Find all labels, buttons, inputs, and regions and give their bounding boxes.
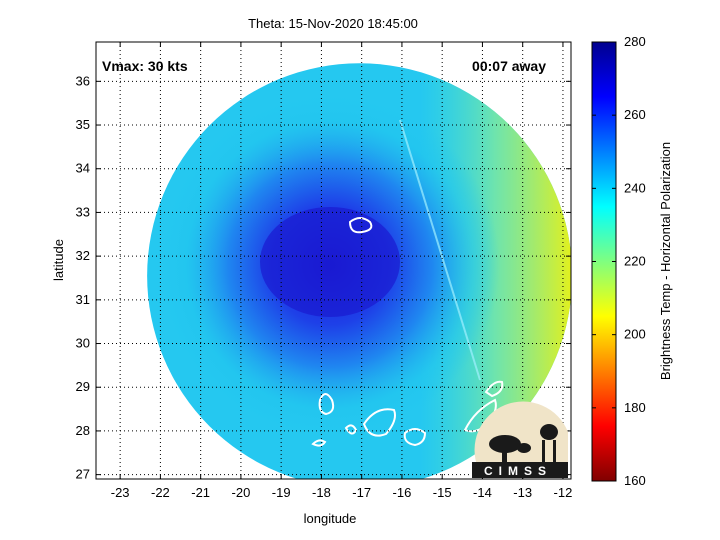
y-axis-label: latitude <box>51 239 66 281</box>
x-tick-label: -17 <box>352 485 371 500</box>
y-tick-label: 27 <box>76 467 90 482</box>
swath-image <box>147 63 571 479</box>
vmax-annotation: Vmax: 30 kts <box>102 58 188 74</box>
y-tick-label: 30 <box>76 336 90 351</box>
colorbar-tick-label: 220 <box>624 254 646 269</box>
y-tick-label: 28 <box>76 423 90 438</box>
y-tick-label: 33 <box>76 204 90 219</box>
x-tick-label: -16 <box>393 485 412 500</box>
colorbar-tick-label: 200 <box>624 327 646 342</box>
colorbar-tick-label: 240 <box>624 180 646 195</box>
x-axis-ticks: -23 -22 -21 -20 -19 -18 -17 -16 -15 -14 -13 -12 <box>111 42 573 500</box>
plot-border <box>95 41 572 480</box>
x-tick-label: -12 <box>554 485 573 500</box>
colorbar-label: Brightness Temp - Horizontal Polarizatio… <box>658 142 673 380</box>
y-tick-label: 29 <box>76 379 90 394</box>
colorbar-tick-label: 180 <box>624 400 646 415</box>
x-tick-label: -18 <box>312 485 331 500</box>
y-tick-label: 36 <box>76 73 90 88</box>
x-tick-label: -23 <box>111 485 130 500</box>
x-tick-label: -20 <box>232 485 251 500</box>
grid-lines <box>96 42 571 479</box>
x-tick-label: -22 <box>151 485 170 500</box>
x-tick-label: -13 <box>513 485 532 500</box>
time-away-annotation: 00:07 away <box>472 58 546 74</box>
y-tick-label: 31 <box>76 292 90 307</box>
colorbar-tick-label: 160 <box>624 473 646 488</box>
colorbar-ticks: 160 180 200 220 240 260 280 <box>592 34 646 488</box>
y-tick-label: 34 <box>76 161 90 176</box>
chart-title: Theta: 15-Nov-2020 18:45:00 <box>248 16 418 31</box>
y-tick-label: 32 <box>76 248 90 263</box>
x-tick-label: -15 <box>433 485 452 500</box>
logo-text: CIMSS <box>484 464 552 478</box>
x-tick-label: -19 <box>272 485 291 500</box>
colorbar-tick-label: 280 <box>624 34 646 49</box>
x-tick-label: -21 <box>191 485 210 500</box>
x-axis-label: longitude <box>304 511 357 526</box>
colorbar-tick-label: 260 <box>624 107 646 122</box>
x-tick-label: -14 <box>473 485 492 500</box>
y-tick-label: 35 <box>76 117 90 132</box>
y-axis-ticks: 27 28 29 30 31 32 33 34 35 36 <box>76 73 571 482</box>
cimss-logo: CIMSS <box>472 401 568 478</box>
